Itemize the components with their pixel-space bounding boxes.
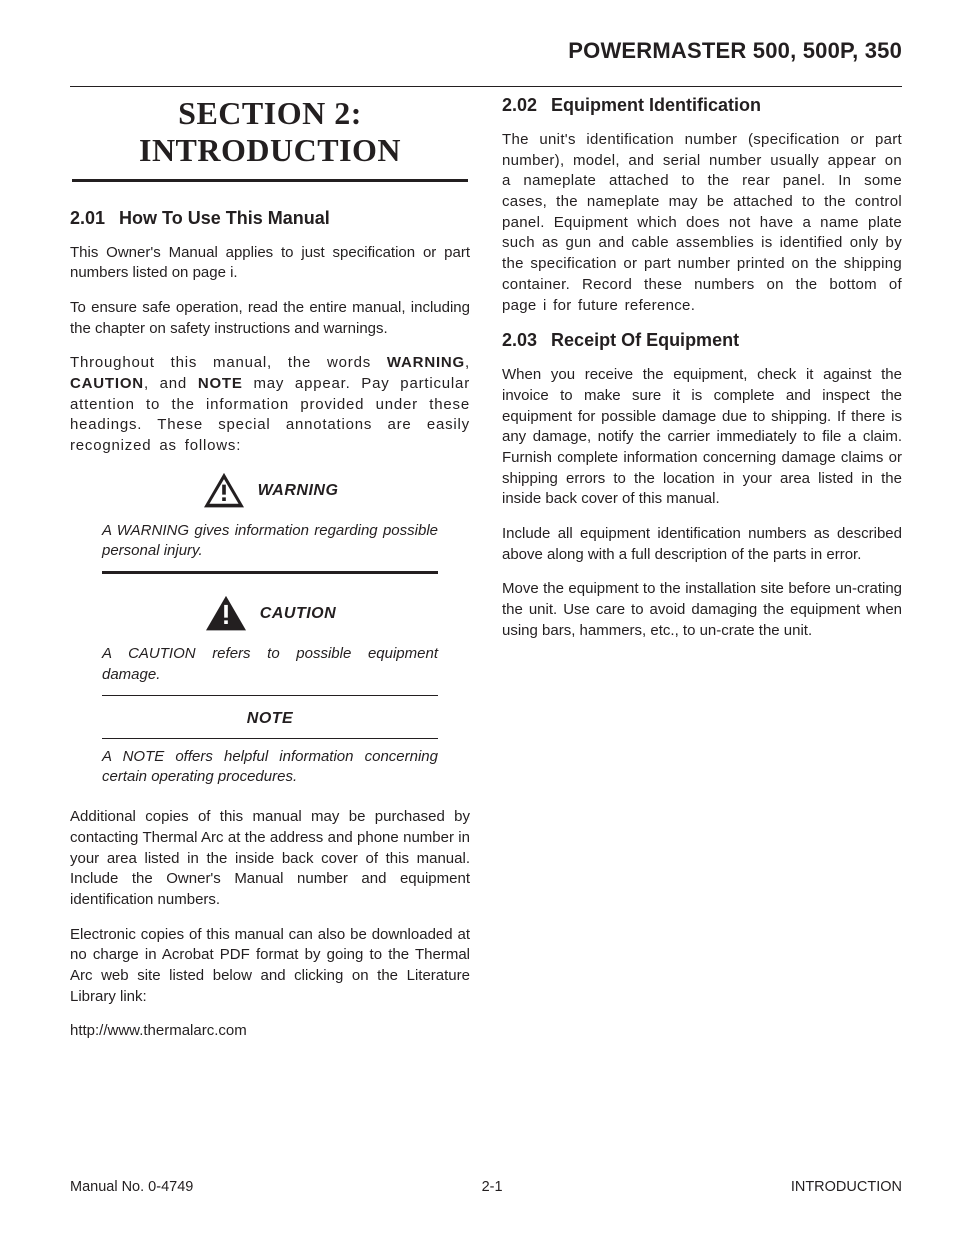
note-rule xyxy=(102,738,438,739)
caution-label: CAUTION xyxy=(260,605,336,623)
section-title-rule xyxy=(72,179,468,182)
product-title: POWERMASTER 500, 500P, 350 xyxy=(70,38,902,64)
subhead-num: 2.02 xyxy=(502,95,537,115)
body-paragraph: This Owner's Manual applies to just spec… xyxy=(70,243,470,284)
warning-rule xyxy=(102,571,438,574)
subhead-text: Equipment Identification xyxy=(551,95,761,115)
footer-center: 2-1 xyxy=(482,1179,503,1195)
left-column: SECTION 2: INTRODUCTION 2.01 How To Use T… xyxy=(70,93,470,1169)
content-columns: SECTION 2: INTRODUCTION 2.01 How To Use T… xyxy=(70,93,902,1169)
subhead-num: 2.03 xyxy=(502,330,537,350)
warning-text: A WARNING gives information regarding po… xyxy=(102,521,438,562)
body-paragraph: Move the equipment to the installation s… xyxy=(502,579,902,641)
subhead-text: How To Use This Manual xyxy=(119,208,330,228)
caution-callout: CAUTION A CAUTION refers to possible equ… xyxy=(100,594,440,696)
note-text: A NOTE offers helpful information concer… xyxy=(102,747,438,788)
body-paragraph: When you receive the equipment, check it… xyxy=(502,365,902,510)
caution-header: CAUTION xyxy=(100,594,440,634)
caution-rule xyxy=(102,695,438,696)
page-header: POWERMASTER 500, 500P, 350 xyxy=(70,38,902,87)
subhead-text: Receipt Of Equipment xyxy=(551,330,739,350)
body-paragraph: Electronic copies of this manual can als… xyxy=(70,925,470,1008)
subhead-2-03: 2.03 Receipt Of Equipment xyxy=(502,330,902,351)
right-column: 2.02 Equipment Identification The unit's … xyxy=(502,93,902,1169)
note-header: NOTE xyxy=(100,710,440,728)
section-title: SECTION 2: INTRODUCTION xyxy=(70,95,470,169)
warning-callout: WARNING A WARNING gives information rega… xyxy=(100,471,440,575)
body-paragraph: Include all equipment identification num… xyxy=(502,524,902,565)
footer-left: Manual No. 0-4749 xyxy=(70,1179,193,1195)
section-title-line2: INTRODUCTION xyxy=(139,132,401,168)
body-paragraph: The unit's identification number (specif… xyxy=(502,130,902,316)
section-title-line1: SECTION 2: xyxy=(178,95,362,131)
body-paragraph: Additional copies of this manual may be … xyxy=(70,807,470,910)
subhead-2-01: 2.01 How To Use This Manual xyxy=(70,208,470,229)
warning-header: WARNING xyxy=(100,471,440,511)
note-label: NOTE xyxy=(247,710,293,728)
url-text: http://www.thermalarc.com xyxy=(70,1021,470,1042)
warning-triangle-icon xyxy=(202,471,246,511)
body-paragraph: To ensure safe operation, read the entir… xyxy=(70,298,470,339)
warning-label: WARNING xyxy=(258,482,339,500)
page-footer: Manual No. 0-4749 2-1 INTRODUCTION xyxy=(70,1169,902,1195)
manual-page: POWERMASTER 500, 500P, 350 SECTION 2: IN… xyxy=(0,0,954,1235)
subhead-2-02: 2.02 Equipment Identification xyxy=(502,95,902,116)
body-paragraph: Throughout this manual, the words WARNIN… xyxy=(70,353,470,456)
subhead-num: 2.01 xyxy=(70,208,105,228)
footer-right: INTRODUCTION xyxy=(791,1179,902,1195)
note-callout: NOTE A NOTE offers helpful information c… xyxy=(100,710,440,788)
caution-text: A CAUTION refers to possible equipment d… xyxy=(102,644,438,685)
header-rule xyxy=(70,86,902,87)
caution-triangle-icon xyxy=(204,594,248,634)
